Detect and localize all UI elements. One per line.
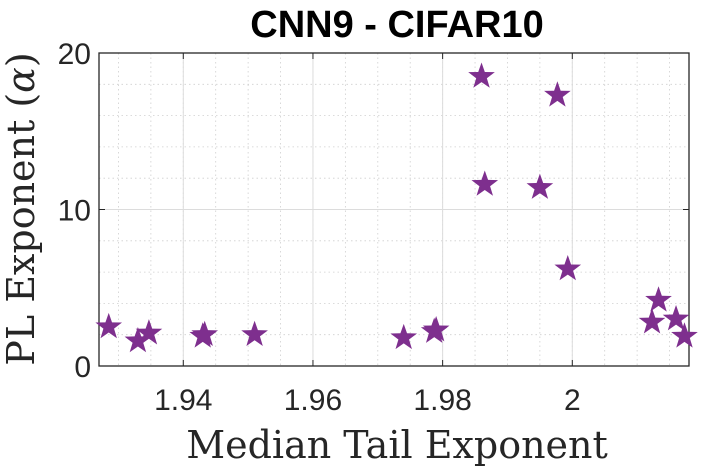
x-tick-label: 1.96 bbox=[284, 384, 342, 417]
data-point-star bbox=[390, 323, 418, 350]
y-axis-label-close: ) bbox=[0, 52, 43, 67]
data-point-star bbox=[468, 62, 495, 88]
grid bbox=[99, 52, 689, 367]
data-point-star bbox=[526, 173, 554, 199]
data-point-star bbox=[135, 319, 163, 345]
chart-title: CNN9 - CIFAR10 bbox=[250, 4, 544, 46]
y-tick-label: 20 bbox=[58, 38, 91, 71]
data-point-star bbox=[638, 308, 666, 334]
data-point-star bbox=[124, 326, 152, 353]
data-point-star bbox=[671, 322, 698, 348]
y-axis-label-text: PL Exponent ( bbox=[0, 93, 43, 366]
data-point-star bbox=[241, 320, 268, 347]
x-tick-label: 1.94 bbox=[154, 384, 212, 417]
data-point-star bbox=[95, 312, 123, 339]
data-point-star bbox=[544, 81, 571, 107]
y-axis-label: PL Exponent (α) bbox=[0, 52, 43, 365]
x-tick-label: 2 bbox=[564, 384, 581, 417]
y-tick-label: 0 bbox=[74, 351, 91, 384]
data-point-star bbox=[554, 254, 582, 281]
y-tick-label: 10 bbox=[58, 195, 91, 228]
data-points bbox=[95, 62, 698, 353]
data-point-star bbox=[645, 286, 672, 312]
x-axis-label: Median Tail Exponent bbox=[186, 423, 608, 467]
data-point-star bbox=[422, 316, 450, 342]
x-tick-label: 1.98 bbox=[413, 384, 471, 417]
data-point-star bbox=[191, 320, 218, 347]
data-point-star bbox=[662, 305, 690, 331]
data-point-star bbox=[471, 170, 499, 196]
y-axis-label-symbol: α bbox=[0, 67, 43, 93]
